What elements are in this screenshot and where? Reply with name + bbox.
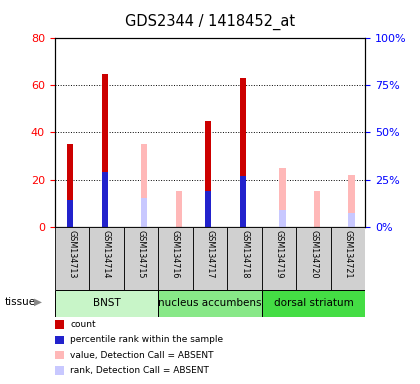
Text: GSM134718: GSM134718 (240, 230, 249, 279)
Bar (102, 74, 108, 227)
Text: tissue: tissue (4, 297, 35, 307)
Text: percentile rank within the sample: percentile rank within the sample (70, 335, 223, 344)
Text: GSM134721: GSM134721 (344, 230, 353, 279)
Text: value, Detection Call = ABSENT: value, Detection Call = ABSENT (70, 351, 214, 360)
Bar (205, 191, 211, 227)
Bar (227, 227, 262, 290)
Text: GSM134713: GSM134713 (67, 230, 76, 279)
Text: GDS2344 / 1418452_at: GDS2344 / 1418452_at (125, 13, 295, 30)
Bar (158, 227, 193, 290)
Bar (141, 144, 147, 227)
Bar (102, 172, 108, 227)
Bar (349, 214, 355, 227)
Bar (176, 191, 182, 227)
Bar (240, 176, 246, 227)
Bar (240, 78, 246, 227)
Bar (205, 121, 211, 227)
Text: GSM134716: GSM134716 (171, 230, 180, 279)
Bar (158, 290, 262, 317)
Text: GSM134714: GSM134714 (102, 230, 111, 279)
Bar (123, 227, 158, 290)
Bar (141, 199, 147, 227)
Bar (193, 227, 227, 290)
Text: GSM134715: GSM134715 (136, 230, 145, 279)
Bar (67, 144, 73, 227)
Text: GSM134720: GSM134720 (309, 230, 318, 279)
Bar (314, 191, 320, 227)
Bar (331, 227, 365, 290)
Text: nucleus accumbens: nucleus accumbens (158, 298, 262, 308)
Text: count: count (70, 320, 96, 329)
Text: BNST: BNST (92, 298, 120, 308)
Text: dorsal striatum: dorsal striatum (274, 298, 354, 308)
Bar (279, 168, 286, 227)
Text: ▶: ▶ (34, 297, 42, 307)
Bar (55, 227, 89, 290)
Bar (89, 227, 123, 290)
Text: GSM134717: GSM134717 (205, 230, 215, 279)
Bar (279, 210, 286, 227)
Bar (349, 175, 355, 227)
Text: GSM134719: GSM134719 (275, 230, 284, 279)
Text: rank, Detection Call = ABSENT: rank, Detection Call = ABSENT (70, 366, 209, 375)
Bar (262, 290, 365, 317)
Bar (67, 200, 73, 227)
Bar (262, 227, 297, 290)
Bar (55, 290, 158, 317)
Bar (297, 227, 331, 290)
